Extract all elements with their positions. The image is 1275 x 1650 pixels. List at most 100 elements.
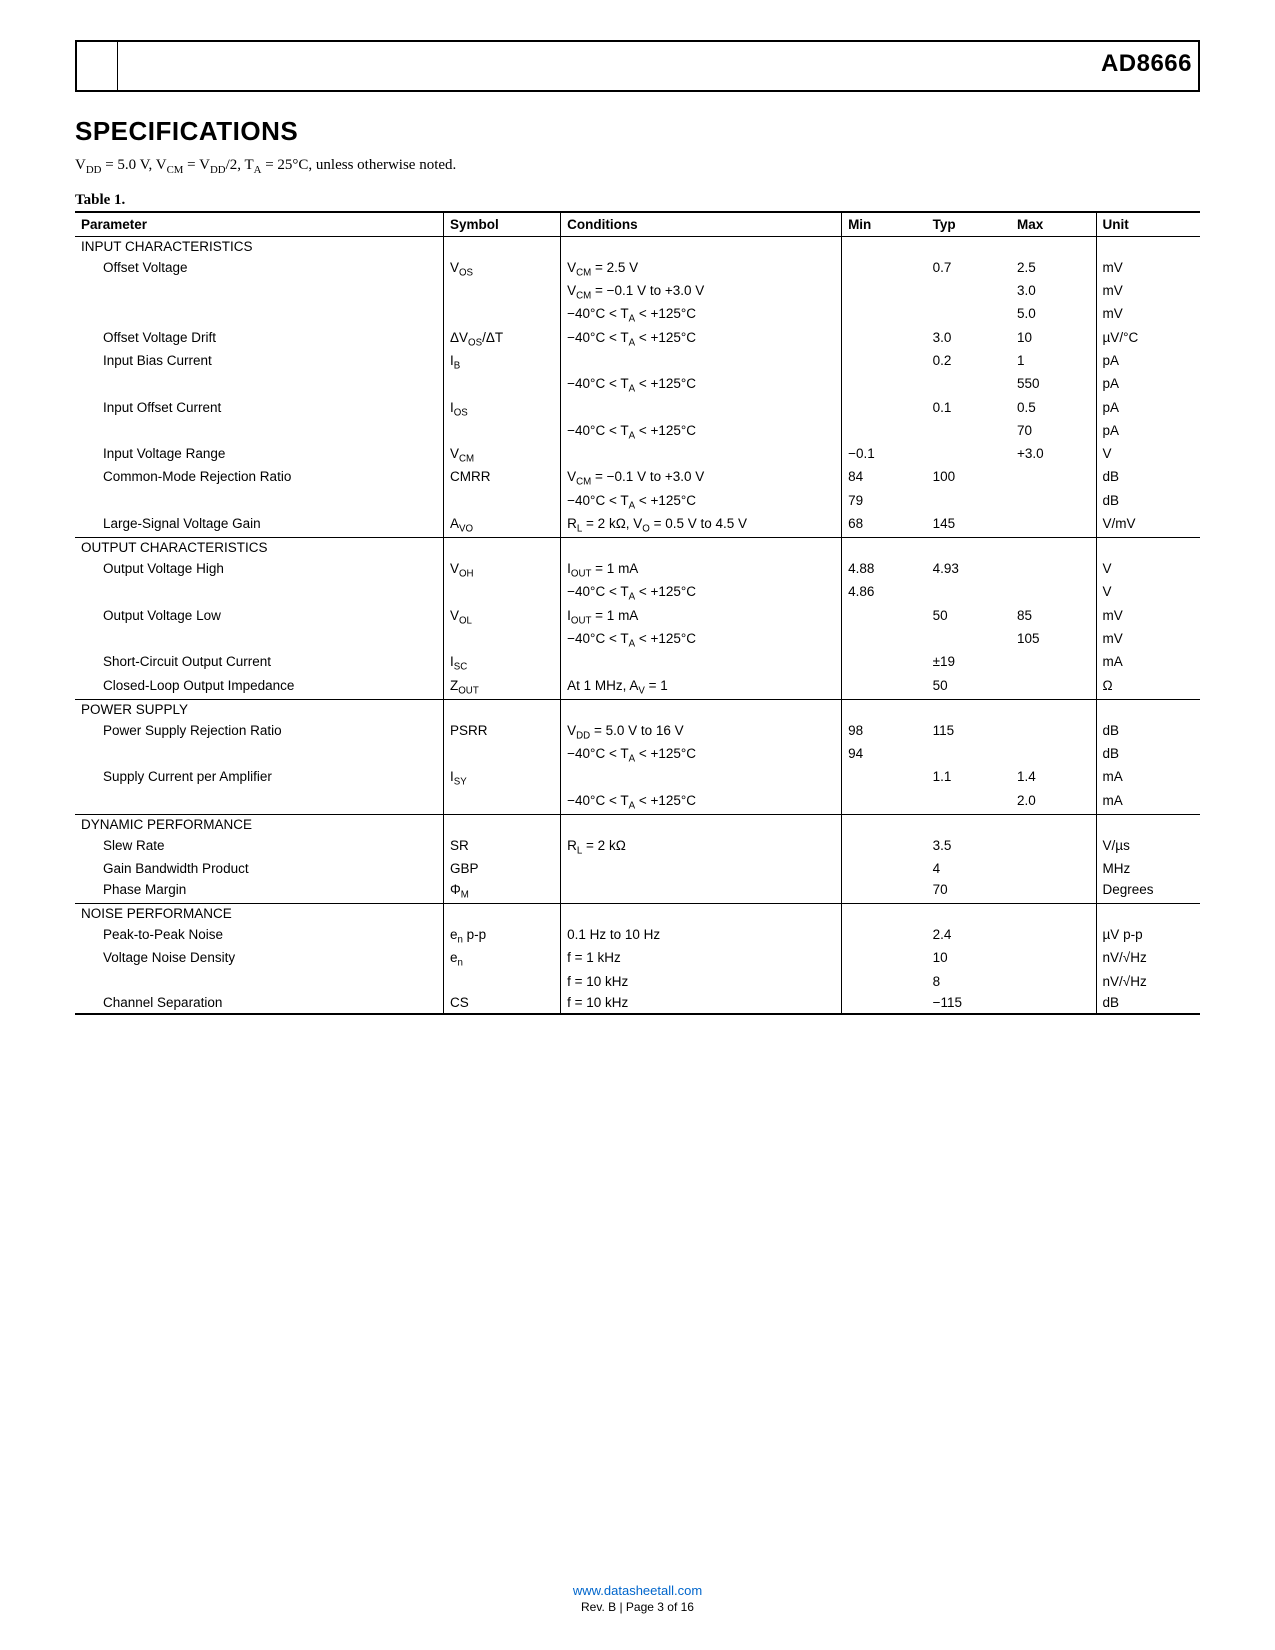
cell-conditions: −40°C < TA < +125°C [561, 491, 842, 514]
page-footer: www.datasheetall.com Rev. B | Page 3 of … [0, 1583, 1275, 1614]
footer-link[interactable]: www.datasheetall.com [573, 1583, 702, 1598]
table-body: INPUT CHARACTERISTICSOffset VoltageVOSVC… [75, 237, 1200, 1015]
cell-unit [1096, 699, 1200, 720]
cell-max: 2.0 [1011, 791, 1096, 815]
cell-unit: mA [1096, 652, 1200, 675]
cell-conditions [561, 652, 842, 675]
cell-min: 4.88 [842, 559, 927, 582]
table-row: f = 10 kHz8nV/√Hz [75, 972, 1200, 993]
cell-min [842, 237, 927, 258]
cell-unit: V [1096, 582, 1200, 605]
cell-max: 1.4 [1011, 767, 1096, 790]
table-row: −40°C < TA < +125°C94dB [75, 744, 1200, 767]
cell-max [1011, 652, 1096, 675]
table-row: Power Supply Rejection RatioPSRRVDD = 5.… [75, 721, 1200, 744]
cell-min: 94 [842, 744, 927, 767]
cell-parameter: OUTPUT CHARACTERISTICS [75, 538, 443, 559]
cell-conditions: VCM = 2.5 V [561, 258, 842, 281]
cell-min [842, 538, 927, 559]
cell-typ: 10 [927, 948, 1011, 971]
cell-typ [927, 444, 1011, 467]
cell-conditions [561, 767, 842, 790]
cell-symbol: AVO [443, 514, 560, 538]
col-min: Min [842, 212, 927, 237]
cell-min [842, 767, 927, 790]
cell-parameter: Offset Voltage [75, 258, 443, 281]
cell-parameter: Slew Rate [75, 836, 443, 859]
cell-symbol [443, 538, 560, 559]
cell-conditions: IOUT = 1 mA [561, 559, 842, 582]
cell-unit: mV [1096, 606, 1200, 629]
cell-max [1011, 925, 1096, 948]
cell-max [1011, 859, 1096, 880]
table-row: Closed-Loop Output ImpedanceZOUTAt 1 MHz… [75, 676, 1200, 700]
cell-typ: ±19 [927, 652, 1011, 675]
cell-max [1011, 836, 1096, 859]
cell-symbol [443, 814, 560, 835]
table-row: −40°C < TA < +125°C2.0mA [75, 791, 1200, 815]
cell-max [1011, 538, 1096, 559]
cell-conditions: −40°C < TA < +125°C [561, 421, 842, 444]
cell-typ [927, 699, 1011, 720]
cell-typ: 4 [927, 859, 1011, 880]
table-row: Slew RateSRRL = 2 kΩ3.5V/µs [75, 836, 1200, 859]
cell-max: 105 [1011, 629, 1096, 652]
cell-max [1011, 491, 1096, 514]
cell-unit: pA [1096, 374, 1200, 397]
cell-conditions: −40°C < TA < +125°C [561, 374, 842, 397]
col-parameter: Parameter [75, 212, 443, 237]
cell-conditions [561, 814, 842, 835]
cell-parameter: Gain Bandwidth Product [75, 859, 443, 880]
cell-parameter [75, 304, 443, 327]
cell-typ [927, 237, 1011, 258]
cell-parameter: Closed-Loop Output Impedance [75, 676, 443, 700]
cell-min [842, 791, 927, 815]
cell-unit: MHz [1096, 859, 1200, 880]
cell-symbol [443, 421, 560, 444]
table-row: Voltage Noise Densityenf = 1 kHz10nV/√Hz [75, 948, 1200, 971]
cell-unit: pA [1096, 398, 1200, 421]
table-row: Short-Circuit Output CurrentISC±19mA [75, 652, 1200, 675]
cell-symbol: GBP [443, 859, 560, 880]
cell-conditions [561, 237, 842, 258]
cell-parameter: Large-Signal Voltage Gain [75, 514, 443, 538]
table-row: INPUT CHARACTERISTICS [75, 237, 1200, 258]
table-caption: Table 1. [75, 192, 1200, 209]
table-row: Large-Signal Voltage GainAVORL = 2 kΩ, V… [75, 514, 1200, 538]
cell-unit: mA [1096, 767, 1200, 790]
cell-conditions [561, 398, 842, 421]
cell-typ: 4.93 [927, 559, 1011, 582]
part-number: AD8666 [1101, 50, 1192, 78]
cell-typ: 3.0 [927, 328, 1011, 351]
cell-symbol [443, 304, 560, 327]
col-typ: Typ [927, 212, 1011, 237]
cell-conditions: RL = 2 kΩ [561, 836, 842, 859]
cell-unit: dB [1096, 721, 1200, 744]
header-divider [117, 41, 118, 91]
cell-parameter: POWER SUPPLY [75, 699, 443, 720]
cell-parameter: Output Voltage High [75, 559, 443, 582]
table-row: Offset VoltageVOSVCM = 2.5 V0.72.5mV [75, 258, 1200, 281]
table-row: −40°C < TA < +125°C105mV [75, 629, 1200, 652]
cell-max: 0.5 [1011, 398, 1096, 421]
cell-min [842, 421, 927, 444]
cell-max [1011, 582, 1096, 605]
cell-symbol [443, 699, 560, 720]
table-row: DYNAMIC PERFORMANCE [75, 814, 1200, 835]
cell-conditions [561, 538, 842, 559]
cell-max [1011, 467, 1096, 490]
cell-min [842, 699, 927, 720]
cell-typ [927, 421, 1011, 444]
cell-symbol [443, 582, 560, 605]
cell-min [842, 676, 927, 700]
cell-min [842, 836, 927, 859]
table-row: Channel SeparationCSf = 10 kHz−115dB [75, 993, 1200, 1015]
col-symbol: Symbol [443, 212, 560, 237]
cell-min [842, 948, 927, 971]
cell-max [1011, 948, 1096, 971]
cell-conditions [561, 859, 842, 880]
col-max: Max [1011, 212, 1096, 237]
page: AD8666 SPECIFICATIONS VDD = 5.0 V, VCM =… [0, 0, 1275, 1650]
cell-unit: dB [1096, 993, 1200, 1015]
cell-typ: 50 [927, 606, 1011, 629]
